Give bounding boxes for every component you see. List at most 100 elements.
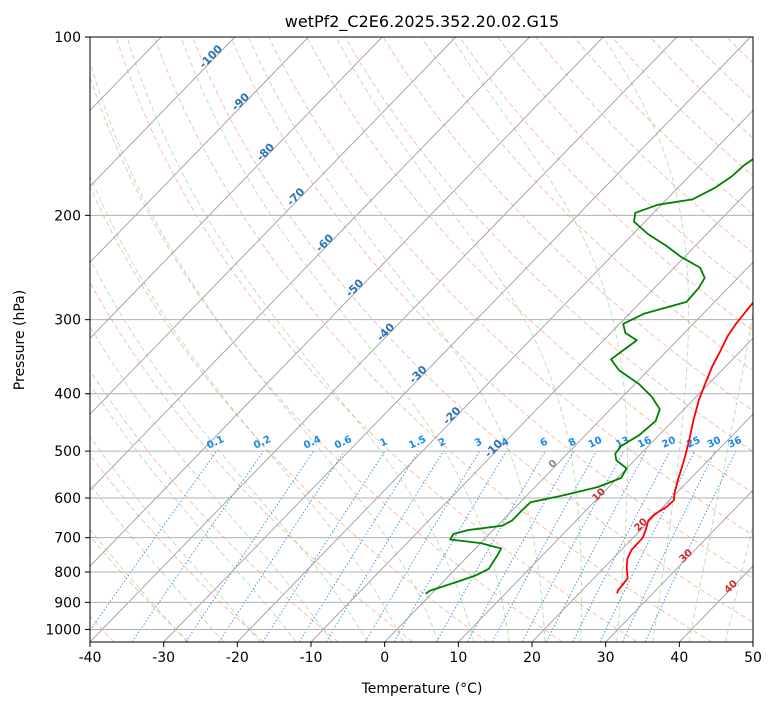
x-tick-label: -30: [152, 650, 175, 666]
isotherm-label: -100: [197, 42, 226, 71]
isotherm: [90, 37, 604, 567]
y-tick-label: 200: [54, 208, 81, 224]
isotherm: [90, 37, 678, 642]
y-tick-label: 400: [54, 387, 81, 403]
moist-adiabat: [90, 383, 297, 642]
x-tick-label: 0: [380, 650, 389, 666]
isotherm: [90, 37, 383, 339]
moist-adiabat: [126, 37, 475, 642]
mixing-ratio-line: [467, 450, 575, 642]
mixing-ratio-label: 36: [726, 435, 743, 451]
moist-adiabat: [90, 325, 333, 642]
mixing-ratio-label: 16: [636, 435, 653, 451]
dry-adiabat: [90, 185, 488, 642]
mixing-ratio-line: [131, 450, 265, 642]
y-tick-label: 500: [54, 444, 81, 460]
mixing-ratio-line: [364, 450, 481, 642]
moist-adiabat: [725, 523, 753, 642]
dry-adiabat: [535, 37, 753, 254]
dry-adiabat: [765, 37, 775, 642]
moist-adiabat: [90, 174, 404, 642]
mixing-ratio-line: [262, 450, 386, 642]
x-tick-label: 30: [597, 650, 615, 666]
y-tick-label: 100: [54, 30, 81, 46]
x-tick-label: 50: [744, 650, 762, 666]
moist-adiabat-label: 40: [722, 578, 740, 596]
dry-adiabat: [459, 37, 753, 332]
isotherm-label: -30: [407, 363, 430, 386]
y-tick-label: 800: [54, 565, 81, 581]
dry-adiabat: [90, 453, 264, 642]
isotherm: [237, 109, 753, 642]
mixing-ratio-line: [644, 450, 737, 642]
mixing-ratio-label: 6: [539, 436, 550, 449]
dry-adiabat: [90, 281, 414, 642]
y-tick-label: 900: [54, 595, 81, 611]
moist-adiabat: [450, 37, 628, 642]
isotherm: [605, 489, 753, 642]
mixing-ratio-label: 2: [437, 436, 448, 449]
mixing-ratio-label: 13: [614, 435, 631, 451]
isotherm-label: -60: [313, 231, 336, 254]
x-axis-label: Temperature (°C): [361, 681, 483, 697]
isotherm-label: -40: [374, 320, 397, 343]
y-tick-label: 300: [54, 313, 81, 329]
moist-adiabat: [180, 37, 510, 642]
isotherm: [752, 641, 753, 642]
moist-adiabat: [90, 528, 188, 642]
moist-adiabat: [90, 483, 225, 642]
mixing-ratio-line: [90, 450, 218, 632]
moist-adiabat-label: 30: [677, 547, 695, 565]
plot-area: -100-90-80-70-60-50-40-30-20-100.1 0.2 0.4…: [90, 37, 775, 642]
x-tick-label: 20: [523, 650, 541, 666]
temperature-profile: [616, 301, 753, 594]
mixing-ratio-line: [325, 450, 444, 642]
mixing-ratio-label: 3: [473, 436, 484, 449]
isotherm-label: -50: [343, 276, 366, 299]
mixing-ratio-line: [572, 450, 671, 642]
x-tick-label: -10: [300, 650, 323, 666]
mixing-ratio-label: 20: [660, 435, 677, 451]
mixing-ratio-label: 30: [706, 435, 723, 451]
x-tick-label: 40: [670, 650, 688, 666]
isotherm: [310, 185, 753, 642]
dry-adiabat: [306, 37, 753, 494]
dry-adiabat: [90, 369, 339, 642]
dry-adiabat: [191, 37, 753, 623]
mixing-ratio-line: [621, 450, 716, 642]
dry-adiabat: [688, 37, 753, 101]
mixing-ratio-label: 0.1: [205, 434, 226, 451]
moist-adiabat: [602, 37, 690, 642]
isotherm-label: -90: [229, 90, 252, 113]
isotherm: [531, 413, 753, 642]
isotherm-label: -80: [254, 140, 277, 163]
y-tick-label: 1000: [45, 622, 81, 638]
mixing-ratio-label: 10: [587, 435, 604, 451]
mixing-ratio-label: 4: [500, 436, 511, 449]
isotherm: [90, 37, 309, 263]
dry-adiabat: [153, 37, 712, 642]
isotherm: [90, 37, 457, 415]
y-axis-label: Pressure (hPa): [12, 290, 28, 390]
dry-adiabat: [420, 37, 753, 372]
dry-adiabat: [497, 37, 753, 292]
mixing-ratio-line: [298, 450, 420, 642]
isotherm-label: -70: [284, 185, 307, 208]
mixing-ratio-label: 0.2: [252, 434, 273, 451]
dry-adiabat: [90, 75, 563, 642]
dewpoint-profile: [425, 158, 753, 595]
moist-adiabat: [90, 60, 439, 642]
moist-adiabat: [90, 258, 369, 642]
moist-adiabat: [90, 435, 261, 642]
dry-adiabat: [344, 37, 753, 453]
isotherm: [90, 37, 236, 187]
isotherm: [458, 337, 753, 642]
moist-adiabat-label: 0: [547, 458, 560, 471]
mixing-ratio-label: 1: [378, 436, 389, 449]
isotherm: [384, 261, 753, 642]
x-tick-label: -40: [79, 650, 102, 666]
isotherm: [90, 37, 530, 491]
dry-adiabat: [726, 37, 753, 64]
mixing-ratio-line: [491, 450, 597, 642]
